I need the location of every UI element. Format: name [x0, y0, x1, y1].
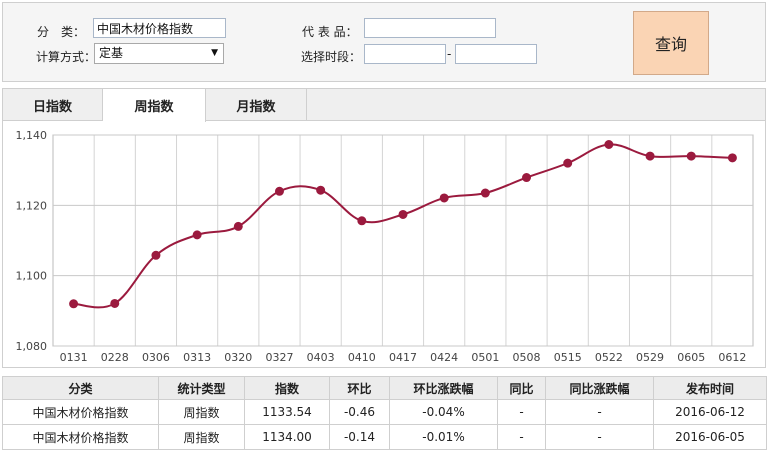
header-yoy: 同比: [497, 376, 546, 400]
representative-input[interactable]: [364, 18, 496, 38]
x-tick-label: 0410: [348, 351, 376, 364]
x-tick-label: 0424: [430, 351, 458, 364]
header-yoy-change: 同比涨跌幅: [545, 376, 654, 400]
x-tick-label: 0306: [142, 351, 170, 364]
data-point: [357, 216, 367, 226]
data-point: [522, 173, 532, 183]
x-tick-label: 0131: [60, 351, 88, 364]
cell-mom: -0.14: [329, 424, 390, 450]
x-tick-label: 0508: [513, 351, 541, 364]
tab-monthly-index[interactable]: 月指数: [206, 89, 307, 121]
cell-stat-type: 周指数: [158, 424, 245, 450]
query-button[interactable]: 查询: [633, 11, 709, 75]
tab-daily-index[interactable]: 日指数: [3, 89, 103, 121]
x-tick-label: 0320: [224, 351, 252, 364]
table-row: 中国木材价格指数 周指数 1134.00 -0.14 -0.01% - - 20…: [2, 424, 767, 450]
category-label: 分 类：: [37, 25, 86, 39]
x-tick-label: 0612: [718, 351, 746, 364]
table-row: 中国木材价格指数 周指数 1133.54 -0.46 -0.04% - - 20…: [2, 399, 767, 425]
header-stat-type: 统计类型: [158, 376, 245, 400]
x-tick-label: 0417: [389, 351, 417, 364]
x-tick-label: 0228: [101, 351, 129, 364]
calc-method-value: 定基: [99, 46, 124, 60]
tab-weekly-index[interactable]: 周指数: [103, 89, 206, 122]
y-tick-label: 1,120: [16, 199, 48, 212]
data-point: [727, 153, 737, 163]
plot-area: [52, 134, 754, 347]
header-mom-change: 环比涨跌幅: [389, 376, 498, 400]
data-point: [274, 186, 284, 196]
cell-category: 中国木材价格指数: [2, 424, 159, 450]
header-mom: 环比: [329, 376, 390, 400]
query-panel: 分 类： 计算方式： 定基 ▼ 代 表 品： 选择时段： - 查询: [2, 2, 766, 82]
calc-method-label: 计算方式：: [36, 50, 97, 64]
dropdown-arrow-icon: ▼: [211, 48, 218, 58]
data-point: [604, 139, 614, 149]
index-results-table: 分类 统计类型 指数 环比 环比涨跌幅 同比 同比涨跌幅 发布时间 中国木材价格…: [2, 376, 767, 450]
header-category: 分类: [2, 376, 159, 400]
data-point: [151, 250, 161, 260]
data-point: [398, 209, 408, 219]
period-label: 选择时段：: [301, 50, 362, 64]
x-tick-label: 0313: [183, 351, 211, 364]
data-point: [110, 298, 120, 308]
x-tick-label: 0605: [677, 351, 705, 364]
x-tick-label: 0501: [471, 351, 499, 364]
table-header-row: 分类 统计类型 指数 环比 环比涨跌幅 同比 同比涨跌幅 发布时间: [2, 376, 767, 400]
representative-label: 代 表 品：: [302, 25, 358, 39]
cell-mom-change: -0.01%: [389, 424, 498, 450]
data-point: [316, 185, 326, 195]
x-tick-label: 0327: [265, 351, 293, 364]
cell-yoy: -: [497, 424, 546, 450]
data-point: [480, 188, 490, 198]
calc-method-select[interactable]: 定基 ▼: [94, 43, 224, 64]
chart-panel: 日指数 周指数 月指数 1,080 1,100 1,120 1,140 0131 0228…: [2, 88, 766, 368]
weekly-index-line-chart: 1,080 1,100 1,120 1,140 0131 0228 0306 0313 0320…: [16, 129, 754, 364]
category-input[interactable]: [93, 18, 226, 38]
period-end-input[interactable]: [455, 44, 537, 64]
data-point: [686, 151, 696, 161]
cell-mom-change: -0.04%: [389, 399, 498, 425]
cell-yoy-change: -: [545, 424, 654, 450]
data-point: [645, 151, 655, 161]
cell-category: 中国木材价格指数: [2, 399, 159, 425]
header-publish-time: 发布时间: [653, 376, 767, 400]
x-tick-label: 0403: [307, 351, 335, 364]
x-tick-label: 0529: [636, 351, 664, 364]
data-point: [439, 193, 449, 203]
x-tick-label: 0522: [595, 351, 623, 364]
period-start-input[interactable]: [364, 44, 446, 64]
period-separator: -: [447, 47, 452, 61]
data-point: [192, 230, 202, 240]
data-point: [563, 158, 573, 168]
cell-index: 1133.54: [244, 399, 330, 425]
header-index: 指数: [244, 376, 330, 400]
cell-yoy: -: [497, 399, 546, 425]
x-tick-label: 0515: [554, 351, 582, 364]
cell-yoy-change: -: [545, 399, 654, 425]
cell-publish-time: 2016-06-05: [653, 424, 767, 450]
cell-mom: -0.46: [329, 399, 390, 425]
cell-index: 1134.00: [244, 424, 330, 450]
cell-stat-type: 周指数: [158, 399, 245, 425]
y-tick-label: 1,140: [16, 129, 48, 142]
data-point: [233, 221, 243, 231]
y-tick-label: 1,080: [16, 340, 48, 353]
data-point: [69, 299, 79, 309]
cell-publish-time: 2016-06-12: [653, 399, 767, 425]
index-tab-bar: 日指数 周指数 月指数: [3, 89, 765, 122]
y-tick-label: 1,100: [16, 270, 48, 283]
